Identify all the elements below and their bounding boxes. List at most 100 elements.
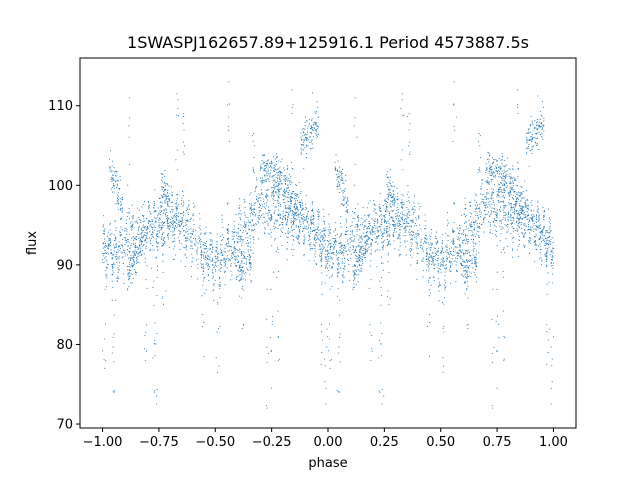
data-point: [469, 271, 471, 273]
data-point: [162, 194, 165, 196]
data-point: [344, 245, 346, 247]
data-point: [390, 185, 392, 187]
data-point: [500, 191, 503, 193]
data-point: [423, 257, 425, 259]
data-point: [310, 228, 312, 230]
data-point: [231, 255, 233, 257]
data-point: [341, 253, 343, 255]
data-point: [250, 279, 252, 282]
data-point: [154, 202, 156, 205]
data-point: [225, 244, 227, 246]
data-point: [510, 219, 512, 221]
data-point: [237, 256, 239, 258]
data-point: [387, 225, 389, 227]
data-point: [480, 223, 482, 225]
data-point: [128, 207, 130, 209]
data-point: [249, 208, 251, 210]
data-point: [194, 229, 197, 231]
data-point: [190, 248, 192, 250]
data-point: [327, 259, 329, 261]
data-point: [155, 210, 157, 212]
data-point: [334, 242, 336, 244]
data-point: [245, 216, 247, 218]
data-point: [339, 184, 341, 186]
data-point: [109, 241, 111, 243]
data-point: [187, 230, 189, 232]
data-point: [122, 256, 124, 258]
data-point: [273, 211, 275, 213]
data-point: [535, 244, 537, 246]
data-point: [188, 239, 190, 241]
data-point: [491, 172, 493, 174]
data-point: [248, 202, 251, 205]
data-point: [508, 199, 510, 201]
data-point: [368, 228, 371, 230]
data-point: [304, 124, 306, 126]
data-point: [253, 209, 255, 211]
data-point: [222, 239, 224, 241]
data-point: [304, 147, 306, 149]
data-point: [334, 161, 336, 163]
data-point: [490, 213, 492, 215]
data-point: [519, 200, 521, 202]
data-point: [292, 244, 294, 246]
data-point: [354, 226, 356, 228]
data-point: [240, 213, 242, 215]
data-point: [368, 213, 370, 215]
data-point: [469, 216, 472, 218]
data-point: [485, 207, 487, 209]
data-point: [293, 194, 295, 196]
data-point: [280, 183, 282, 185]
data-point: [309, 141, 311, 143]
data-point: [427, 262, 430, 264]
data-point: [270, 195, 272, 197]
data-point: [252, 219, 254, 221]
data-point: [399, 220, 401, 222]
data-point: [151, 220, 154, 222]
data-point: [249, 194, 251, 196]
data-point: [421, 238, 423, 240]
data-point: [349, 250, 351, 252]
data-point: [500, 159, 502, 161]
data-point: [273, 196, 275, 198]
data-point: [114, 184, 116, 186]
data-point: [139, 247, 141, 249]
data-point: [373, 231, 375, 233]
data-point: [200, 243, 202, 245]
data-point: [116, 183, 118, 186]
data-point: [306, 120, 308, 122]
data-point: [336, 251, 338, 254]
data-point: [541, 128, 543, 130]
data-point: [273, 186, 275, 188]
data-point: [254, 188, 256, 190]
data-point: [502, 173, 504, 175]
data-point: [284, 177, 286, 179]
data-point: [251, 229, 253, 231]
data-point: [425, 258, 427, 261]
data-point: [343, 204, 345, 206]
data-point: [491, 157, 493, 159]
data-point: [255, 224, 257, 226]
data-point: [128, 277, 130, 279]
data-point: [137, 246, 139, 248]
data-point: [313, 121, 315, 123]
data-point: [454, 246, 456, 248]
data-point: [242, 231, 244, 233]
data-point: [385, 214, 387, 216]
data-point: [453, 243, 455, 246]
data-point: [487, 182, 489, 184]
data-point: [390, 196, 392, 199]
data-point: [380, 223, 382, 225]
data-point: [516, 192, 518, 194]
data-point: [525, 225, 527, 227]
data-point: [426, 235, 428, 237]
data-point: [221, 251, 223, 253]
data-point: [239, 270, 241, 273]
data-point: [167, 191, 169, 194]
data-point: [309, 230, 311, 232]
data-point: [118, 258, 120, 260]
data-point: [190, 236, 192, 238]
data-point: [244, 200, 246, 202]
data-point: [409, 248, 411, 250]
data-point: [393, 221, 395, 223]
